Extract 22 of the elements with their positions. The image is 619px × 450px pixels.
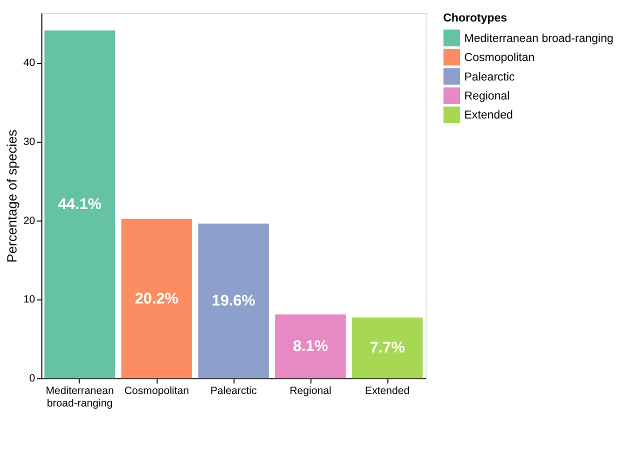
- legend-label: Palearctic: [464, 71, 516, 84]
- x-tick-label: Palearctic: [210, 385, 257, 398]
- y-tick-label: 0: [29, 372, 36, 385]
- legend-label: Regional: [464, 90, 510, 102]
- y-tick-label: 30: [23, 136, 36, 148]
- legend-label: Cosmopolitan: [464, 52, 535, 64]
- legend-label: Extended: [464, 110, 513, 122]
- x-tick-label: Mediterranean broad-ranging: [46, 385, 114, 410]
- data-label: 7.7%: [370, 340, 406, 357]
- y-tick-label: 10: [23, 294, 36, 306]
- y-axis-title: Percentage of species: [4, 129, 20, 263]
- legend-title: Chorotypes: [443, 12, 508, 25]
- data-label: 44.1%: [58, 196, 102, 214]
- legend-label: Mediterranean broad-ranging: [464, 32, 614, 45]
- data-label: 19.6%: [212, 292, 256, 310]
- x-tick-label: Regional: [290, 385, 332, 398]
- y-tick-label: 20: [23, 214, 36, 227]
- y-tick-label: 40: [23, 57, 36, 70]
- x-tick-label: Cosmopolitan: [124, 385, 190, 398]
- data-label: 20.2%: [134, 290, 179, 308]
- data-label: 8.1%: [292, 338, 328, 356]
- x-tick-label: Extended: [365, 385, 410, 398]
